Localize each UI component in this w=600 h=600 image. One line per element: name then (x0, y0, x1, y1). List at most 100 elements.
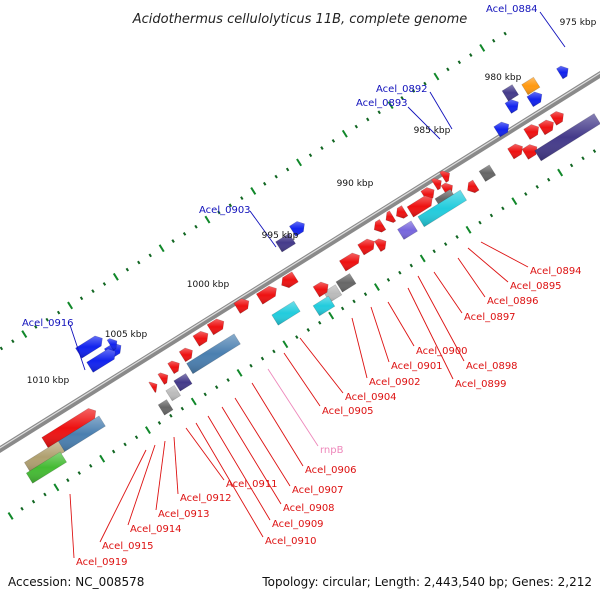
scale-tick (125, 267, 130, 272)
gene-feature-shade (417, 190, 467, 227)
kbp-label: 980 kbp (485, 73, 522, 83)
label-leader (429, 91, 453, 130)
scale-tick (102, 282, 107, 286)
gene-label[interactable]: Acel_0895 (510, 281, 562, 292)
gene-feature-shade (550, 111, 564, 126)
gene-label[interactable]: Acel_0903 (199, 205, 251, 216)
gene-label[interactable]: Acel_0908 (283, 503, 335, 514)
gene-label[interactable]: Acel_0916 (22, 318, 74, 329)
scale-tick (66, 478, 70, 483)
label-leader (299, 337, 344, 394)
label-leader (407, 106, 441, 140)
scale-tick (443, 242, 448, 246)
scale-tick (569, 163, 574, 168)
scale-tick (79, 296, 84, 301)
scale-tick (423, 81, 427, 86)
scale-tick (320, 146, 324, 150)
label-leader (407, 287, 454, 380)
scale-tick (240, 196, 244, 201)
scale-tick (171, 239, 175, 243)
scale-tick (295, 335, 299, 339)
gene-label[interactable]: Acel_0919 (76, 557, 128, 568)
scale-tick (214, 385, 219, 390)
scale-tick (249, 363, 253, 368)
label-leader (467, 247, 509, 283)
gene-feature-shade (538, 120, 554, 135)
gene-feature-shade (479, 164, 496, 182)
scale-tick (592, 149, 597, 153)
gene-feature-shade (521, 77, 540, 95)
scale-tick (31, 499, 36, 504)
gene-label[interactable]: Acel_0909 (272, 519, 324, 530)
scale-tick (158, 244, 165, 253)
scale-tick (137, 260, 141, 265)
scale-tick (112, 272, 119, 281)
gene-label[interactable]: Acel_0906 (305, 465, 357, 476)
gene-label[interactable]: Acel_0913 (158, 509, 210, 520)
gene-label[interactable]: Acel_0915 (102, 541, 154, 552)
gene-label[interactable]: Acel_0911 (226, 479, 278, 490)
kbp-label: 985 kbp (414, 126, 451, 136)
scale-tick (180, 406, 185, 411)
scale-tick (21, 330, 28, 338)
gene-label[interactable]: Acel_0901 (391, 361, 443, 372)
kbp-labels: 975 kbp 980 kbp 985 kbp 990 kbp 995 kbp 1000 … (27, 18, 597, 386)
scale-tick (43, 492, 47, 497)
gene-label[interactable]: Acel_0912 (180, 493, 232, 504)
gene-label[interactable]: Acel_0893 (356, 98, 408, 109)
kbp-label: 1010 kbp (27, 376, 70, 386)
gene-feature-shade (256, 286, 277, 305)
gene-feature-shade (534, 113, 600, 161)
scale-tick (511, 197, 518, 206)
scale-tick (489, 213, 494, 218)
label-leader (480, 241, 529, 268)
gene-feature-shade (233, 298, 249, 314)
gene-feature-shade (148, 381, 158, 393)
gene-feature-shade (167, 360, 180, 374)
accession-text: Accession: NC_008578 (8, 575, 144, 589)
gene-label[interactable]: Acel_0894 (530, 266, 582, 277)
scale-tick (479, 43, 486, 52)
gene-label[interactable]: Acel_0914 (130, 524, 182, 535)
gene-feature-shade (275, 233, 296, 252)
scale-tick (111, 449, 116, 454)
scale-tick (203, 392, 207, 397)
scale-tick (457, 60, 462, 65)
gene-feature-shade (526, 91, 542, 107)
label-leader (185, 427, 225, 481)
gene-label[interactable]: Acel_0892 (376, 84, 428, 95)
scale-tick (182, 232, 187, 236)
gene-label[interactable]: Acel_0900 (416, 346, 468, 357)
gene-label[interactable]: Acel_0904 (345, 392, 397, 403)
gene-feature-shade (313, 282, 329, 297)
gene-feature-shade (374, 219, 386, 233)
label-leader (69, 493, 75, 559)
gene-label[interactable]: Acel_0910 (265, 536, 317, 547)
label-leader (173, 436, 179, 495)
gene-label[interactable]: Acel_0907 (292, 485, 344, 496)
scale-tick (0, 346, 4, 351)
gene-label[interactable]: rnpB (320, 445, 344, 456)
gene-label[interactable]: Acel_0896 (487, 296, 539, 307)
scale-tick (217, 210, 221, 215)
gene-label[interactable]: Acel_0898 (466, 361, 518, 372)
scale-tick (411, 88, 416, 93)
scale-tick (524, 192, 528, 196)
gene-label[interactable]: Acel_0905 (322, 406, 374, 417)
scale-tick (45, 317, 49, 322)
gene-feature-shade (158, 399, 173, 416)
gene-label[interactable]: Acel_0897 (464, 312, 516, 323)
gene-label[interactable]: Acel_0902 (369, 377, 421, 388)
scale-tick (373, 283, 380, 291)
scale-tick (419, 254, 426, 263)
label-leader (221, 406, 282, 505)
gene-feature-shade (431, 178, 442, 190)
scale-tick (400, 96, 404, 100)
scale-tick (11, 339, 15, 344)
gene-label[interactable]: Acel_0899 (455, 379, 507, 390)
gene-label[interactable]: Acel_0884 (486, 4, 538, 15)
scale-tick (546, 177, 551, 182)
topology-text: Topology: circular; Length: 2,443,540 bp… (261, 575, 592, 589)
scale-tick (91, 289, 95, 294)
